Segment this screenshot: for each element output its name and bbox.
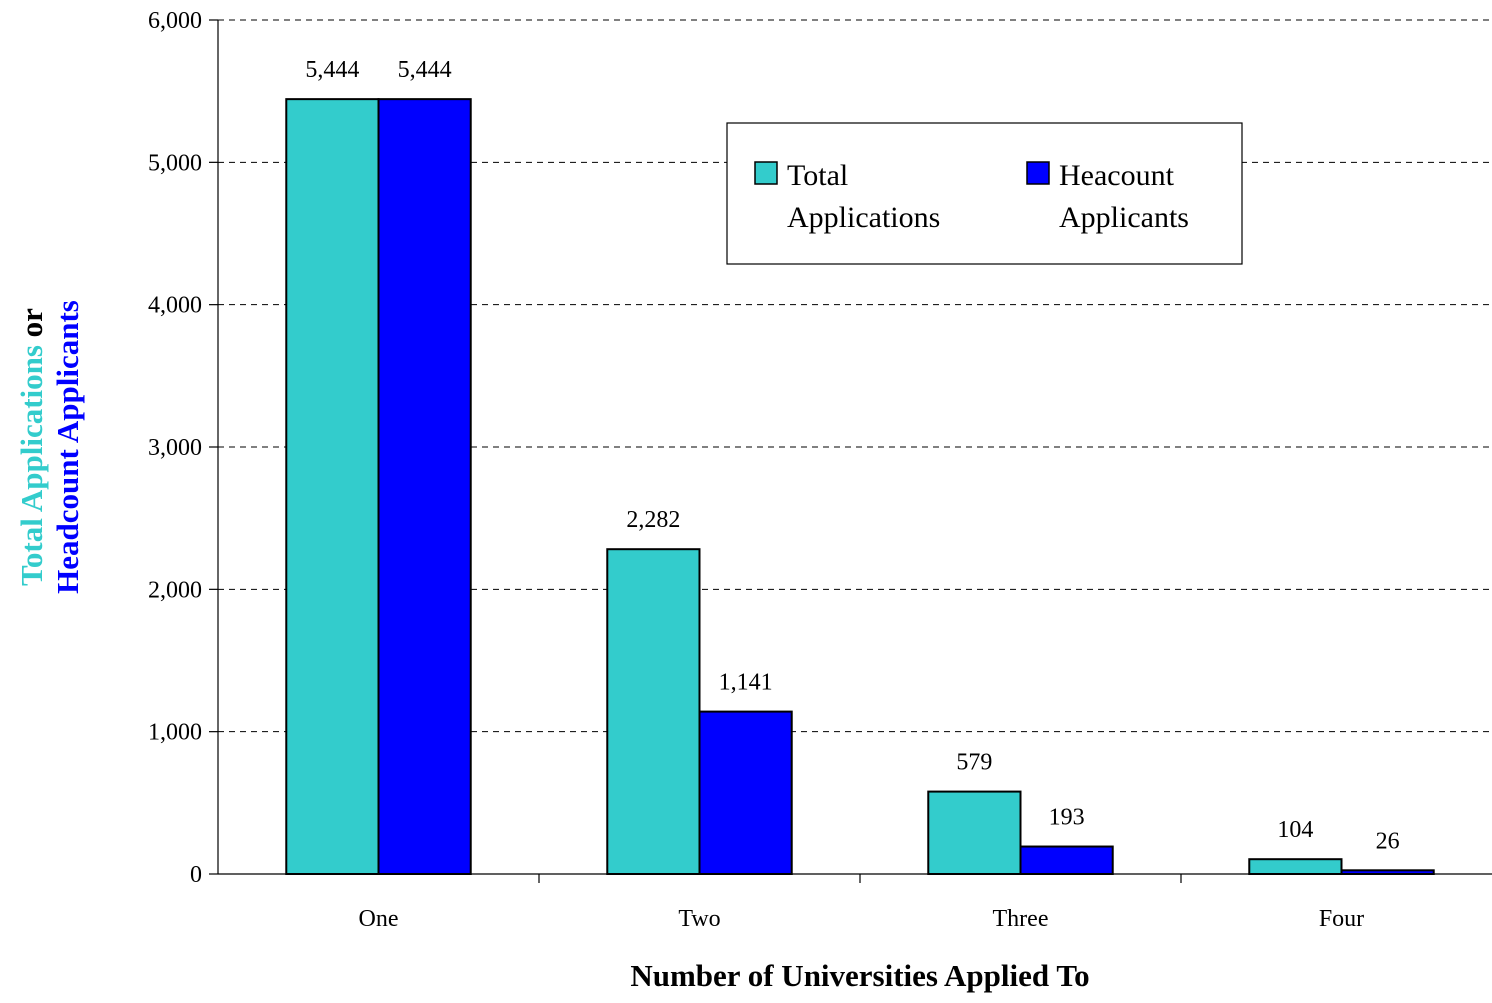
legend-swatch-heacount-applicants [1026,161,1050,185]
data-label-total-applications-three: 579 [956,750,992,776]
data-label-total-applications-four: 104 [1277,817,1313,843]
y-axis-title-line2: Headcount Applicants [50,300,85,594]
y-tick-label-4-000: 4,000 [148,293,202,319]
y-tick-label-1-000: 1,000 [148,720,202,746]
x-tick-label-three: Three [993,906,1049,932]
data-label-heacount-applicants-four: 26 [1376,828,1400,854]
y-tick-label-3-000: 3,000 [148,435,202,461]
bars [285,98,1435,876]
legend: Total Applications Heacount Applicants [726,122,1243,265]
legend-box [726,122,1243,265]
data-label-heacount-applicants-three: 193 [1049,805,1085,831]
y-tick-label-0: 0 [190,862,202,888]
y-tick-label-5-000: 5,000 [148,150,202,176]
legend-label-heacount-applicants-line2: Applicants [1059,201,1189,234]
legend-label-total-applications-line2: Applications [787,201,940,234]
tick-labels: One Two Three Four 0 1,000 2,000 3,000 4,000 5,00… [148,8,1364,932]
bar-heacount-applicants-three [1019,845,1114,875]
data-label-heacount-applicants-one: 5,444 [398,57,452,83]
x-tick-label-one: One [359,906,399,932]
legend-label-total-applications: Total [787,159,848,192]
bar-total-applications-two [606,548,701,875]
data-label-total-applications-two: 2,282 [626,507,680,533]
data-label-heacount-applicants-two: 1,141 [719,670,773,696]
y-axis-title-total-applications: Total Applications [14,345,49,586]
bar-heacount-applicants-one [377,98,472,876]
x-tick-label-four: Four [1319,906,1364,932]
data-labels: 5,444 5,444 2,282 1,141 579 193 104 26 [305,57,1399,854]
y-axis-title: Total Applications or Headcount Applican… [14,300,85,594]
x-axis-title: Number of Universities Applied To [630,958,1089,993]
legend-swatch-total-applications [754,161,778,185]
axes [209,19,1492,883]
bar-total-applications-one [285,98,380,876]
y-axis-title-line1: Total Applications or [14,308,49,586]
legend-label-heacount-applicants: Heacount [1059,159,1175,192]
bar-total-applications-four [1248,858,1343,875]
bar-total-applications-three [927,790,1022,875]
y-axis-title-or: or [14,308,49,345]
data-label-total-applications-one: 5,444 [305,57,359,83]
x-tick-label-two: Two [678,906,720,932]
y-tick-label-6-000: 6,000 [148,8,202,34]
y-axis-title-headcount-applicants: Headcount Applicants [50,300,85,594]
y-tick-label-2-000: 2,000 [148,577,202,603]
bar-heacount-applicants-two [698,710,793,875]
